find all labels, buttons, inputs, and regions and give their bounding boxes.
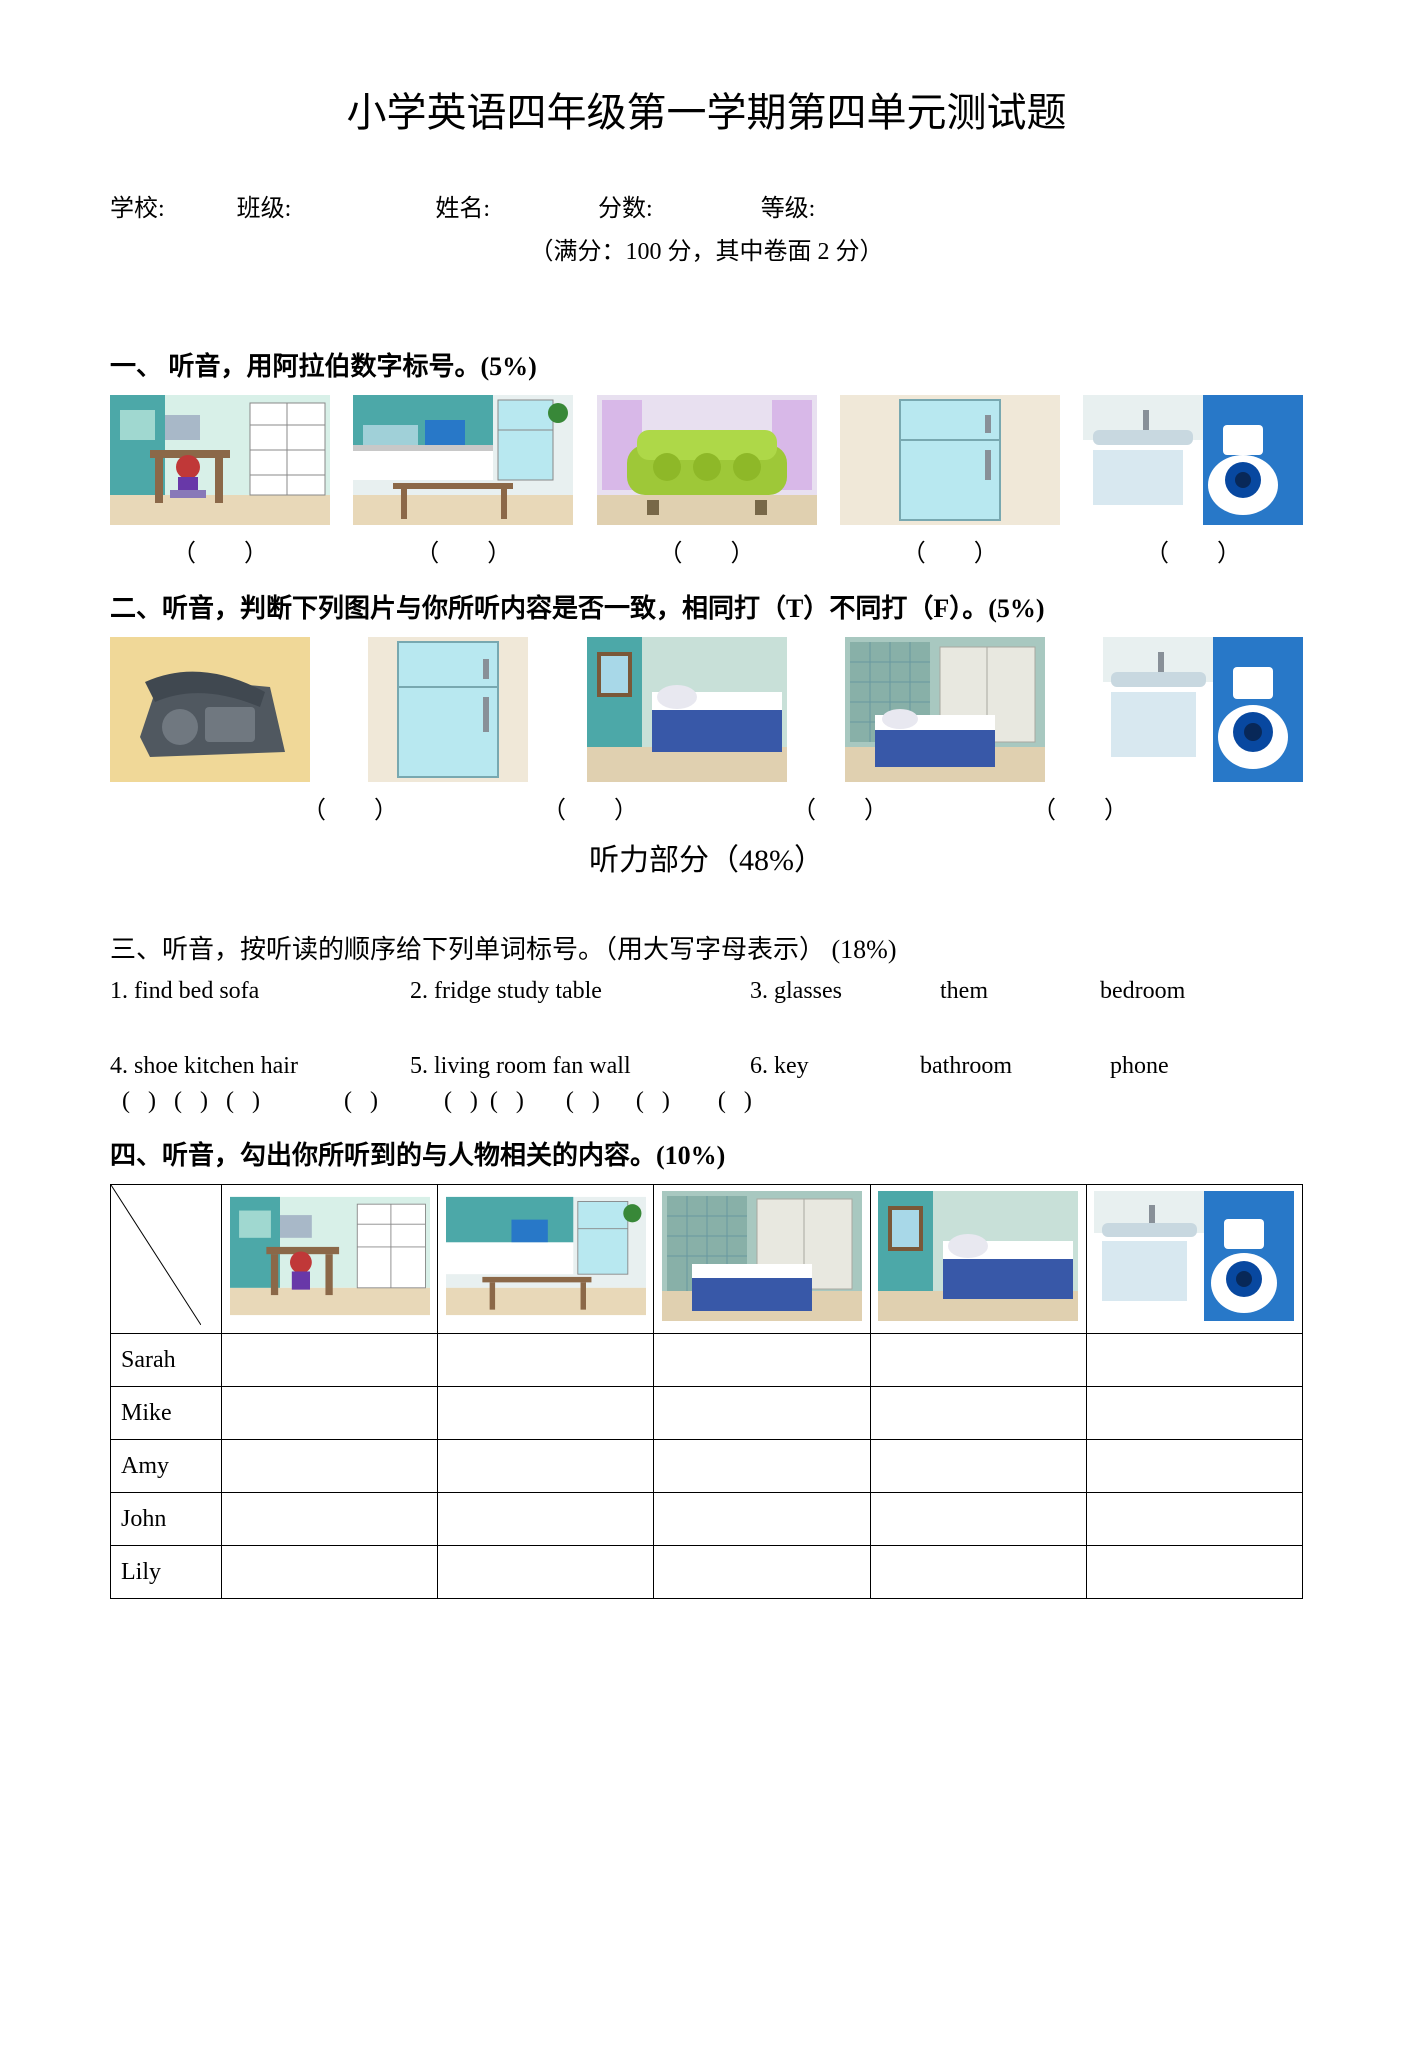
q3-item: bathroom	[920, 1053, 1070, 1080]
section-3-heading: 三、听音，按听读的顺序给下列单词标号。（用大写字母表示） (18%)	[110, 929, 1303, 966]
name-cell: Mike	[111, 1387, 222, 1440]
q3-item: bedroom	[1100, 978, 1185, 1005]
hdr-img-bedroom	[870, 1185, 1086, 1334]
spacer	[291, 188, 435, 223]
hdr-img-kitchen	[438, 1185, 654, 1334]
q3-item: them	[940, 978, 1060, 1005]
check-cell[interactable]	[222, 1387, 438, 1440]
check-cell[interactable]	[222, 1493, 438, 1546]
check-cell[interactable]	[654, 1493, 870, 1546]
check-cell[interactable]	[438, 1334, 654, 1387]
check-cell[interactable]	[438, 1546, 654, 1599]
name-cell: Amy	[111, 1440, 222, 1493]
q3-row-1: 1. find bed sofa 2. fridge study table 3…	[110, 978, 1303, 1005]
check-cell[interactable]	[222, 1546, 438, 1599]
name-cell: Sarah	[111, 1334, 222, 1387]
section-4-table: Sarah Mike Amy John Lily	[110, 1184, 1303, 1599]
check-cell[interactable]	[870, 1546, 1086, 1599]
check-cell[interactable]	[654, 1440, 870, 1493]
table-row: Sarah	[111, 1334, 1303, 1387]
hdr-img-bedroom-wardrobe	[654, 1185, 870, 1334]
answer-blank[interactable]: （ ）	[110, 533, 330, 568]
check-cell[interactable]	[654, 1387, 870, 1440]
img-bedroom-2	[845, 637, 1045, 782]
answer-blank[interactable]: （ ）	[353, 533, 573, 568]
scoring-note: （满分：100 分，其中卷面 2 分）	[110, 231, 1303, 266]
check-cell[interactable]	[870, 1493, 1086, 1546]
img-bedroom-1	[587, 637, 787, 782]
hdr-img-study	[222, 1185, 438, 1334]
page-title: 小学英语四年级第一学期第四单元测试题	[110, 80, 1303, 138]
spacer	[165, 188, 237, 223]
img-living-room	[597, 395, 817, 525]
table-row: Amy	[111, 1440, 1303, 1493]
section-1-images	[110, 395, 1303, 525]
label-grade: 等级:	[761, 188, 816, 223]
q3-item: 2. fridge study table	[410, 978, 710, 1005]
label-class: 班级:	[237, 188, 292, 223]
section-4-heading: 四、听音，勾出你所听到的与人物相关的内容。(10%)	[110, 1135, 1303, 1172]
check-cell[interactable]	[222, 1440, 438, 1493]
img-study-room	[110, 395, 330, 525]
section-2-heading: 二、听音，判断下列图片与你所听内容是否一致，相同打（T）不同打（F）。(5%)	[110, 588, 1303, 625]
label-name: 姓名:	[435, 188, 490, 223]
img-bathroom	[1083, 395, 1303, 525]
check-cell[interactable]	[1086, 1546, 1302, 1599]
name-cell: John	[111, 1493, 222, 1546]
answer-blank[interactable]: （ ）	[1020, 790, 1140, 825]
label-school: 学校:	[110, 188, 165, 223]
check-cell[interactable]	[438, 1493, 654, 1546]
table-row: John	[111, 1493, 1303, 1546]
answer-blank[interactable]: （ ）	[597, 533, 817, 568]
img-fridge-2	[368, 637, 528, 782]
q3-item: phone	[1110, 1053, 1169, 1080]
check-cell[interactable]	[1086, 1493, 1302, 1546]
q3-item: 3. glasses	[750, 978, 900, 1005]
check-cell[interactable]	[654, 1546, 870, 1599]
check-cell[interactable]	[654, 1334, 870, 1387]
table-header-row	[111, 1185, 1303, 1334]
answer-blank[interactable]: （ ）	[530, 790, 650, 825]
answer-blank[interactable]: （ ）	[840, 533, 1060, 568]
q3-answer-row[interactable]: ( ) ( ) ( ) ( ) ( ) ( ) ( ) ( ) ( )	[110, 1088, 1303, 1115]
check-cell[interactable]	[870, 1334, 1086, 1387]
section-2-images	[110, 637, 1303, 782]
spacer	[490, 188, 598, 223]
img-kitchen	[353, 395, 573, 525]
hdr-img-bathroom	[1086, 1185, 1302, 1334]
section-1-heading: 一、 听音，用阿拉伯数字标号。(5%)	[110, 346, 1303, 383]
check-cell[interactable]	[1086, 1440, 1302, 1493]
check-cell[interactable]	[1086, 1334, 1302, 1387]
check-cell[interactable]	[438, 1387, 654, 1440]
answer-blank[interactable]: （ ）	[290, 790, 410, 825]
q3-item: 4. shoe kitchen hair	[110, 1053, 370, 1080]
section-1-answers: （ ） （ ） （ ） （ ） （ ）	[110, 533, 1303, 568]
q3-row-2: 4. shoe kitchen hair 5. living room fan …	[110, 1053, 1303, 1080]
name-cell: Lily	[111, 1546, 222, 1599]
img-phone	[110, 637, 310, 782]
check-cell[interactable]	[870, 1387, 1086, 1440]
section-2-answers: （ ） （ ） （ ） （ ）	[110, 790, 1303, 825]
q3-parens-text: ( ) ( ) ( ) ( ) ( ) ( ) ( ) ( ) ( )	[110, 1088, 752, 1115]
img-fridge	[840, 395, 1060, 525]
spacer	[653, 188, 761, 223]
answer-blank[interactable]: （ ）	[1083, 533, 1303, 568]
table-corner-cell	[111, 1185, 222, 1334]
q3-item: 6. key	[750, 1053, 880, 1080]
check-cell[interactable]	[438, 1440, 654, 1493]
listening-label: 听力部分（48%）	[589, 844, 824, 877]
listening-section-heading: 听力部分（48%）	[110, 835, 1303, 879]
worksheet-page: 小学英语四年级第一学期第四单元测试题 学校: 班级: 姓名: 分数: 等级: （…	[0, 0, 1413, 1659]
q3-item: 1. find bed sofa	[110, 978, 370, 1005]
table-row: Lily	[111, 1546, 1303, 1599]
check-cell[interactable]	[222, 1334, 438, 1387]
check-cell[interactable]	[1086, 1387, 1302, 1440]
check-cell[interactable]	[870, 1440, 1086, 1493]
answer-blank[interactable]: （ ）	[780, 790, 900, 825]
student-info-row: 学校: 班级: 姓名: 分数: 等级:	[110, 188, 1303, 223]
table-row: Mike	[111, 1387, 1303, 1440]
label-score: 分数:	[598, 188, 653, 223]
q3-item: 5. living room fan wall	[410, 1053, 710, 1080]
img-bathroom-2	[1103, 637, 1303, 782]
